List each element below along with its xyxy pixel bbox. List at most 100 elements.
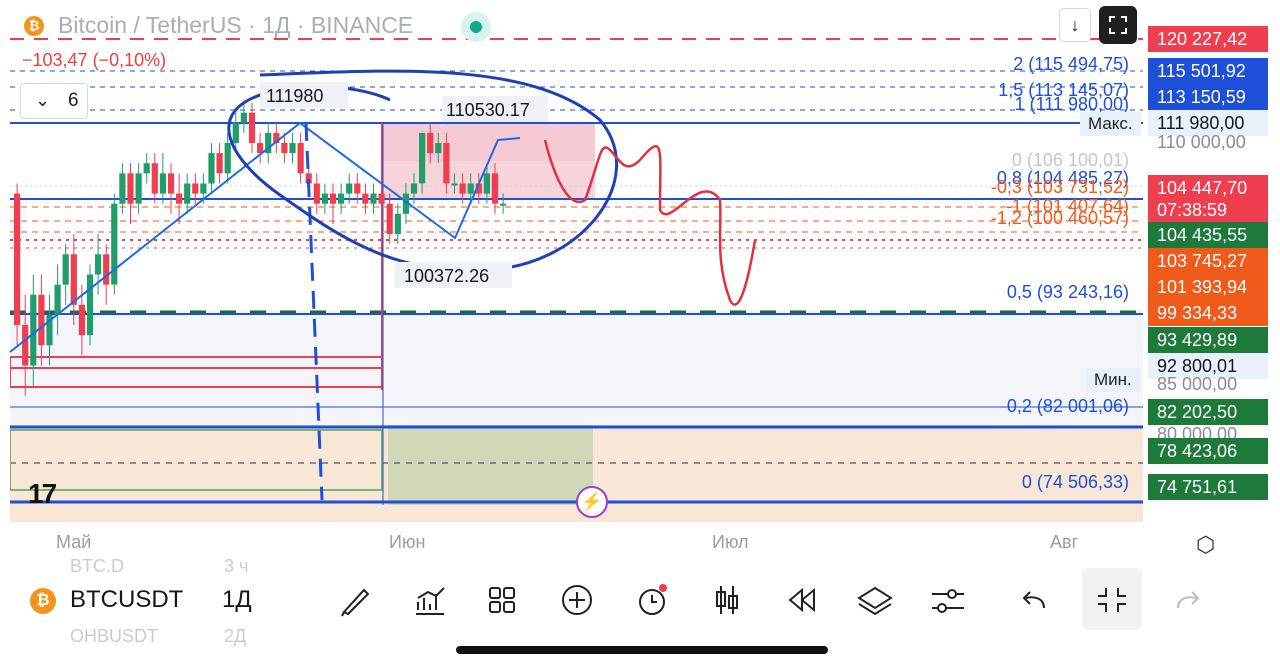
candle-body — [62, 254, 69, 285]
add-button[interactable] — [555, 580, 599, 620]
price-label-p17: 78 423,06 — [1148, 438, 1268, 464]
candle-body — [14, 193, 21, 326]
ghost-symbol-top: BTC.D — [70, 556, 124, 576]
ghost-symbol-bottom: OHBUSDT — [70, 626, 159, 646]
chart-canvas[interactable]: 111980 110530.17 100372.26 2 (115 494,75) 1,… — [10, 0, 1143, 522]
candle-body — [265, 132, 272, 154]
candle-body — [354, 183, 361, 194]
date-label-jul: Июл — [712, 532, 749, 552]
download-button[interactable]: ↓ — [1059, 8, 1091, 42]
candle-body — [394, 213, 401, 235]
candle-body — [402, 193, 409, 214]
chevron-down-icon: ⌄ — [35, 90, 51, 110]
indicators-toggle[interactable]: ⌄ 6 — [20, 83, 88, 119]
candle-body — [297, 143, 304, 174]
layers-button[interactable] — [853, 580, 897, 620]
candle-body — [127, 173, 134, 204]
price-change: −103,47 (−0,10%) — [22, 50, 167, 70]
indicators-button[interactable] — [408, 580, 452, 620]
fib-label-8: 0,5 (93 243,16) — [1007, 282, 1129, 302]
candle-body — [305, 173, 312, 184]
candle-body — [248, 112, 256, 144]
ghost-tf-bottom: 2Д — [224, 626, 247, 646]
date-label-aug: Авг — [1050, 532, 1079, 552]
price-chart[interactable]: 111980 110530.17 100372.26 2 (115 494,75) 1,… — [10, 0, 1143, 522]
settings-sliders-button[interactable] — [926, 580, 970, 620]
timeframe-selector[interactable]: 1Д — [222, 586, 252, 613]
fib-label-2: 1 (111 980,00) — [1015, 94, 1129, 114]
alert-clock-button[interactable] — [630, 580, 674, 620]
redo-icon — [1177, 591, 1200, 609]
candle-body — [111, 203, 118, 285]
candle-body — [240, 112, 247, 123]
candles-icon — [716, 586, 738, 614]
price-label-p3: 113 150,59 — [1148, 84, 1268, 110]
candle-body — [216, 153, 223, 174]
redo-button[interactable] — [1164, 580, 1208, 620]
price-label-p9: 103 745,27 — [1148, 248, 1268, 274]
price-label-p15: 82 202,50 — [1148, 399, 1268, 425]
layout-grid-icon — [489, 587, 515, 613]
candle-body — [467, 183, 474, 194]
dashed-blue-drop — [304, 122, 324, 501]
candle-body — [192, 183, 199, 194]
candle-body — [22, 325, 29, 366]
active-tool-highlight — [1082, 568, 1142, 630]
candle-body — [321, 193, 328, 204]
price-label-p7: 07:38:59 — [1148, 197, 1268, 223]
candle-body — [159, 173, 166, 194]
price-label-p12: 93 429,89 — [1148, 327, 1268, 353]
candle-body — [151, 163, 158, 194]
fib-label-1: 1,5 (113 145,07) — [998, 80, 1129, 100]
min-label: Мин. — [1086, 368, 1140, 392]
candle-body — [427, 132, 434, 154]
candle-body — [459, 183, 466, 194]
undo-button[interactable] — [1014, 580, 1058, 620]
candle-body — [338, 193, 345, 204]
candle-body — [386, 203, 393, 235]
indicators-count: 6 — [68, 90, 79, 111]
candle-body — [500, 203, 507, 206]
price-label-p13: 92 800,01 — [1148, 353, 1268, 379]
fullscreen-icon — [1109, 16, 1127, 34]
candle-body — [46, 314, 53, 346]
candle-body — [200, 183, 207, 194]
symbol-selector[interactable]: BTCUSDT — [70, 586, 184, 613]
fib-label-9: 0,2 (82 001,06) — [1007, 396, 1129, 416]
price-label-p4: 111 980,00 — [1148, 110, 1268, 136]
pen-button[interactable] — [334, 580, 378, 620]
candle-body — [232, 122, 239, 144]
candle-body — [135, 173, 142, 204]
candle-body — [289, 143, 296, 154]
add-icon — [562, 585, 592, 615]
candle-body — [435, 143, 442, 154]
price-label-p6: 104 447,70 — [1148, 175, 1268, 201]
price-label-p8: 104 435,55 — [1148, 222, 1268, 248]
lightning-icon[interactable]: ⚡ — [576, 486, 608, 518]
annotation-high: 111980 — [266, 86, 323, 106]
price-label-p14: 85 000,00 — [1157, 374, 1238, 394]
candle-body — [362, 193, 369, 204]
candle-body — [475, 183, 482, 194]
max-label: Макс. — [1080, 112, 1141, 136]
candle-body — [370, 193, 377, 204]
candle-body — [346, 183, 353, 194]
pen-icon — [341, 588, 370, 617]
price-label-p2: 115 501,92 — [1148, 58, 1268, 84]
fullscreen-button[interactable] — [1099, 6, 1137, 44]
candle-body — [167, 173, 175, 194]
replay-icon — [788, 587, 815, 613]
collapse-button[interactable] — [1090, 580, 1134, 620]
settings-sliders-icon — [932, 589, 964, 613]
market-open-indicator — [461, 12, 491, 42]
date-label-jun: Июн — [389, 532, 426, 552]
layout-grid-button[interactable] — [480, 580, 524, 620]
candles-button[interactable] — [705, 580, 749, 620]
fib-label-5: -0,3 (103 731,52) — [991, 177, 1129, 197]
fib-label-0: 2 (115 494,75) — [1013, 54, 1129, 74]
replay-button[interactable] — [778, 580, 822, 620]
symbol-title[interactable]: Bitcoin / TetherUS · 1Д · BINANCE — [58, 12, 414, 38]
candle-body — [95, 254, 102, 275]
settings-icon[interactable]: ⬡ — [1196, 532, 1216, 557]
annotation-low-bg — [394, 262, 512, 288]
